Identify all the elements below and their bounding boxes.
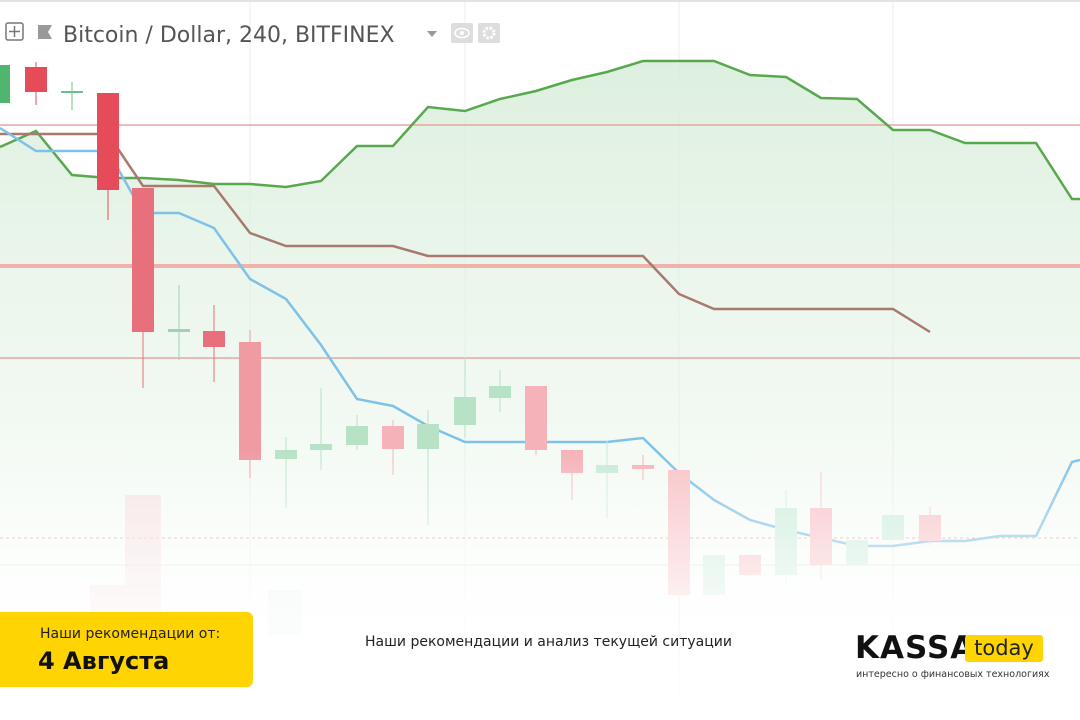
banner-label: Наши рекомендации от: [40,626,221,642]
logo-badge: today [965,635,1043,662]
date-banner: Наши рекомендации от: 4 Августа [0,612,253,687]
header-bar [0,0,1080,2]
header-title: Bitcoin / Dollar, 240, BITFINEX [63,23,395,48]
logo: KASSA today интересно о финансовых техно… [855,630,1075,690]
kijun-line [0,132,931,334]
banner-date: 4 Августа [38,647,170,675]
senkou-line [0,59,1080,201]
logo-tagline: интересно о финансовых технологиях [856,669,1050,680]
header-icons [5,22,500,43]
logo-name: KASSA [855,630,976,666]
caption: Наши рекомендации и анализ текущей ситуа… [365,634,732,650]
